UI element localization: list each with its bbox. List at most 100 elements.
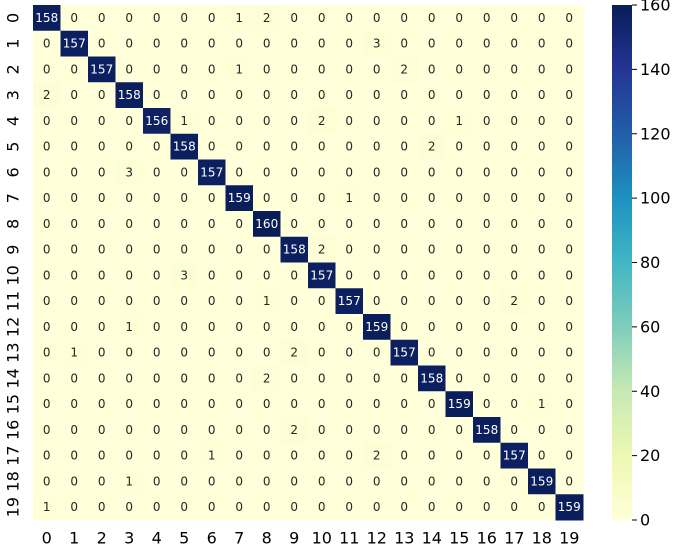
heatmap-cell	[88, 159, 116, 186]
cell-label: 0	[263, 243, 271, 257]
cell-label: 158	[420, 371, 443, 385]
cell-label: 0	[483, 37, 491, 51]
x-tick-label: 18	[532, 529, 552, 548]
heatmap-cell	[500, 211, 529, 238]
cell-label: 0	[125, 37, 133, 51]
cell-label: 0	[400, 88, 408, 102]
heatmap-cell	[225, 108, 254, 135]
heatmap-cell	[253, 391, 281, 418]
cell-label: 0	[208, 294, 216, 308]
heatmap-cell	[88, 442, 116, 469]
heatmap-cell	[555, 314, 584, 341]
cell-label: 0	[510, 191, 518, 205]
cell-label: 0	[235, 449, 243, 463]
heatmap-cell	[60, 236, 89, 263]
cell-label: 0	[153, 474, 161, 488]
cell-label: 0	[565, 346, 573, 360]
heatmap-cell	[253, 108, 281, 135]
cell-label: 0	[373, 397, 381, 411]
heatmap-cell	[500, 185, 529, 212]
heatmap-cell	[500, 82, 529, 109]
heatmap-cell	[170, 262, 199, 289]
heatmap-cell	[528, 494, 556, 521]
cell-label: 0	[98, 371, 106, 385]
cell-label: 2	[290, 423, 298, 437]
heatmap-cell	[335, 56, 364, 83]
cell-label: 0	[373, 371, 381, 385]
cell-label: 1	[235, 11, 243, 25]
cell-label: 0	[318, 37, 326, 51]
cell-label: 0	[153, 62, 161, 76]
cell-label: 0	[400, 37, 408, 51]
cell-label: 0	[235, 371, 243, 385]
cell-label: 0	[180, 243, 188, 257]
heatmap-cell	[555, 391, 584, 418]
x-tick-label: 16	[477, 529, 497, 548]
cell-label: 0	[318, 165, 326, 179]
heatmap-cell	[528, 236, 556, 263]
cell-label: 0	[263, 165, 271, 179]
heatmap-cell	[115, 30, 144, 57]
cell-label: 0	[208, 140, 216, 154]
cell-label: 0	[263, 37, 271, 51]
heatmap-cell	[143, 82, 171, 109]
cell-label: 0	[455, 294, 463, 308]
heatmap-cell	[115, 236, 144, 263]
heatmap-cell	[308, 365, 336, 392]
cell-label: 0	[373, 140, 381, 154]
heatmap-cell	[555, 159, 584, 186]
cell-label: 0	[318, 474, 326, 488]
heatmap-cell	[115, 211, 144, 238]
cell-label: 2	[290, 346, 298, 360]
cell-label: 0	[98, 88, 106, 102]
heatmap-cell	[418, 417, 446, 444]
cell-label: 0	[565, 114, 573, 128]
heatmap-cell	[143, 159, 171, 186]
cell-label: 0	[428, 268, 436, 282]
heatmap-cell	[528, 159, 556, 186]
cell-label: 0	[263, 474, 271, 488]
cell-label: 0	[208, 500, 216, 514]
cell-label: 0	[565, 140, 573, 154]
cell-label: 0	[180, 474, 188, 488]
heatmap-cell	[390, 30, 419, 57]
cell-label: 0	[153, 371, 161, 385]
heatmap-cell	[335, 185, 364, 212]
heatmap-cell	[473, 211, 501, 238]
heatmap-cell	[143, 417, 171, 444]
cell-label: 0	[400, 449, 408, 463]
cell-label: 0	[538, 371, 546, 385]
heatmap-cell	[528, 5, 556, 32]
heatmap-cell	[60, 185, 89, 212]
cell-label: 0	[153, 320, 161, 334]
cell-label: 0	[565, 37, 573, 51]
cell-label: 0	[208, 88, 216, 102]
cell-label: 0	[70, 474, 78, 488]
cell-label: 0	[373, 294, 381, 308]
heatmap-cell	[363, 108, 391, 135]
heatmap-cell	[198, 314, 226, 341]
heatmap-cell	[253, 262, 281, 289]
cell-label: 0	[208, 62, 216, 76]
cell-label: 0	[565, 62, 573, 76]
cell-label: 0	[428, 114, 436, 128]
cell-label: 0	[538, 165, 546, 179]
heatmap-cell	[225, 288, 254, 315]
heatmap-cell	[280, 391, 309, 418]
heatmap-cell	[253, 236, 281, 263]
heatmap-cell	[88, 288, 116, 315]
heatmap-cell	[33, 442, 61, 469]
heatmap-cell	[253, 82, 281, 109]
cell-label: 0	[290, 371, 298, 385]
heatmap-cell	[445, 314, 474, 341]
heatmap-cell	[555, 417, 584, 444]
heatmap-cell	[500, 494, 529, 521]
cell-label: 0	[70, 243, 78, 257]
cell-label: 0	[43, 268, 51, 282]
heatmap-cell	[33, 30, 61, 57]
heatmap-cell	[60, 494, 89, 521]
heatmap-cell	[418, 314, 446, 341]
cell-label: 0	[483, 140, 491, 154]
heatmap-cell	[115, 185, 144, 212]
